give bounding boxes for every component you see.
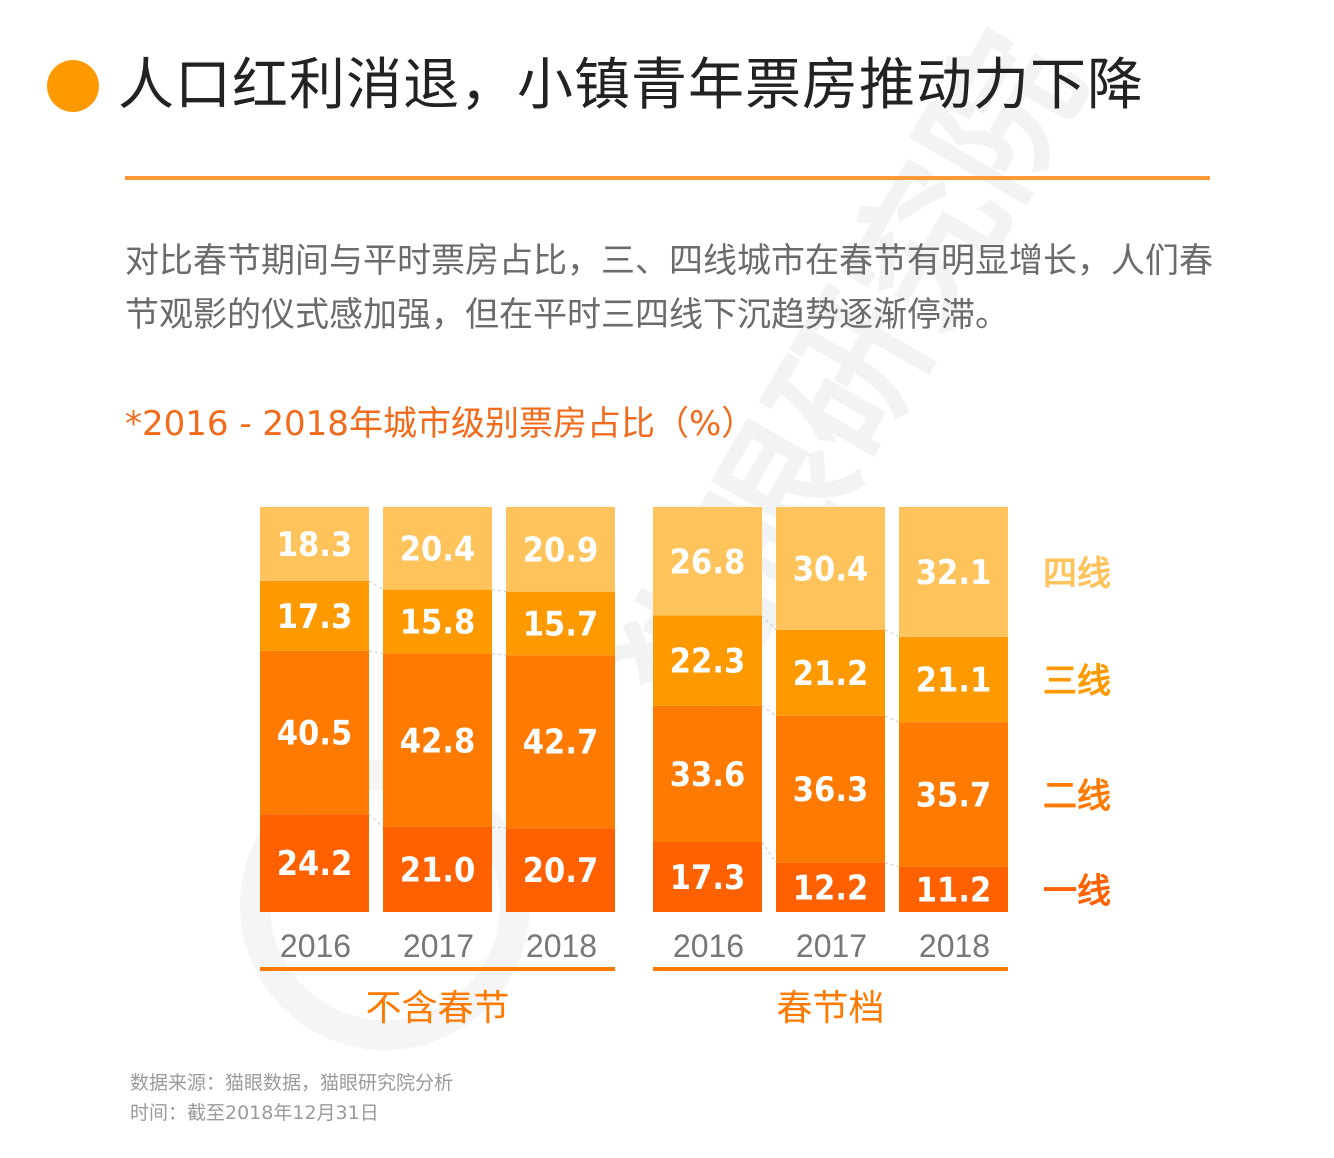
bar-一线-2017-1 (383, 826, 492, 912)
value-label: 36.3 (793, 770, 868, 810)
bar-二线-2016-0 (260, 650, 369, 815)
group-label: 不含春节 (365, 988, 509, 1029)
value-label: 20.9 (523, 530, 598, 570)
bar-二线-2018-5 (899, 722, 1008, 867)
x-tick-label: 2016 (673, 928, 744, 964)
value-label: 42.7 (523, 723, 598, 763)
connector-line (884, 629, 900, 638)
value-label: 21.2 (793, 654, 868, 694)
value-label: 11.2 (916, 870, 991, 910)
intro-line-1: 对比春节期间与平时票房占比，三、四线城市在春节有明显增长，人们春 (125, 241, 1213, 281)
connector-line (368, 813, 384, 828)
x-tick-label: 2018 (919, 928, 990, 964)
bar-二线-2017-4 (776, 715, 885, 863)
value-label: 18.3 (277, 525, 352, 565)
intro-paragraph: 对比春节期间与平时票房占比，三、四线城市在春节有明显增长，人们春 节观影的仪式感… (125, 234, 1225, 342)
value-label: 22.3 (670, 642, 745, 682)
bar-三线-2018-2 (506, 591, 615, 656)
bar-二线-2017-1 (383, 653, 492, 827)
value-label: 42.8 (400, 721, 475, 761)
connector-line (761, 841, 777, 863)
bar-四线-2017-1 (383, 507, 492, 590)
bar-一线-2018-5 (899, 866, 1008, 912)
page-title: 人口红利消退，小镇青年票房推动力下降 (118, 53, 1144, 118)
value-label: 15.8 (400, 603, 475, 643)
bar-二线-2018-2 (506, 655, 615, 829)
value-label: 12.2 (793, 868, 868, 908)
bar-三线-2017-4 (776, 629, 885, 716)
source-line: 数据来源：猫眼数据，猫眼研究院分析 (130, 1072, 454, 1094)
bar-四线-2016-3 (653, 507, 762, 616)
bar-二线-2016-3 (653, 705, 762, 842)
connector-line (884, 715, 900, 723)
value-label: 40.5 (277, 714, 352, 754)
bar-一线-2016-3 (653, 841, 762, 912)
value-label: 17.3 (670, 858, 745, 898)
bar-一线-2017-4 (776, 862, 885, 912)
value-label: 15.7 (523, 604, 598, 644)
title-bullet-icon (47, 60, 99, 112)
bar-四线-2017-4 (776, 507, 885, 630)
x-tick-label: 2017 (403, 928, 474, 964)
value-label: 26.8 (670, 542, 745, 582)
value-label: 24.2 (277, 844, 352, 884)
chart-title: *2016 - 2018年城市级别票房占比（%） (125, 404, 756, 444)
source-note: 数据来源：猫眼数据，猫眼研究院分析 时间：截至2018年12月31日 (130, 1068, 453, 1128)
group-underline (653, 967, 1008, 971)
value-label: 20.4 (400, 529, 475, 569)
x-tick-label: 2018 (526, 928, 597, 964)
group-label: 春节档 (776, 988, 884, 1029)
connector-line (491, 653, 507, 656)
legend-item-1: 二线 (1043, 776, 1111, 816)
value-label: 17.3 (277, 597, 352, 637)
value-label: 35.7 (916, 775, 991, 815)
connector-line (491, 589, 507, 593)
connector-line (884, 862, 900, 868)
bar-三线-2016-3 (653, 615, 762, 706)
bar-四线-2016-0 (260, 507, 369, 581)
value-label: 32.1 (916, 553, 991, 593)
intro-line-2: 节观影的仪式感加强，但在平时三四线下沉趋势逐渐停滞。 (125, 295, 1009, 335)
connector-line (761, 615, 777, 631)
value-label: 21.1 (916, 661, 991, 701)
bar-三线-2017-1 (383, 589, 492, 654)
value-label: 21.0 (400, 850, 475, 890)
connector-line (368, 580, 384, 591)
connector-line (491, 826, 507, 829)
time-line: 时间：截至2018年12月31日 (130, 1102, 379, 1124)
bar-三线-2018-5 (899, 636, 1008, 723)
title-divider (125, 176, 1210, 180)
value-label: 20.7 (523, 851, 598, 891)
bar-一线-2016-0 (260, 814, 369, 912)
bar-四线-2018-5 (899, 507, 1008, 637)
connector-line (368, 650, 384, 655)
bar-三线-2016-0 (260, 580, 369, 651)
legend-item-3: 四线 (1043, 554, 1111, 594)
value-label: 33.6 (670, 755, 745, 795)
connector-line (761, 705, 777, 717)
x-tick-label: 2017 (796, 928, 867, 964)
legend-item-0: 一线 (1043, 871, 1111, 911)
value-label: 30.4 (793, 549, 868, 589)
group-underline (260, 967, 615, 971)
bar-四线-2018-2 (506, 507, 615, 592)
bar-一线-2018-2 (506, 828, 615, 912)
x-tick-label: 2016 (280, 928, 351, 964)
legend-item-2: 三线 (1043, 662, 1111, 702)
